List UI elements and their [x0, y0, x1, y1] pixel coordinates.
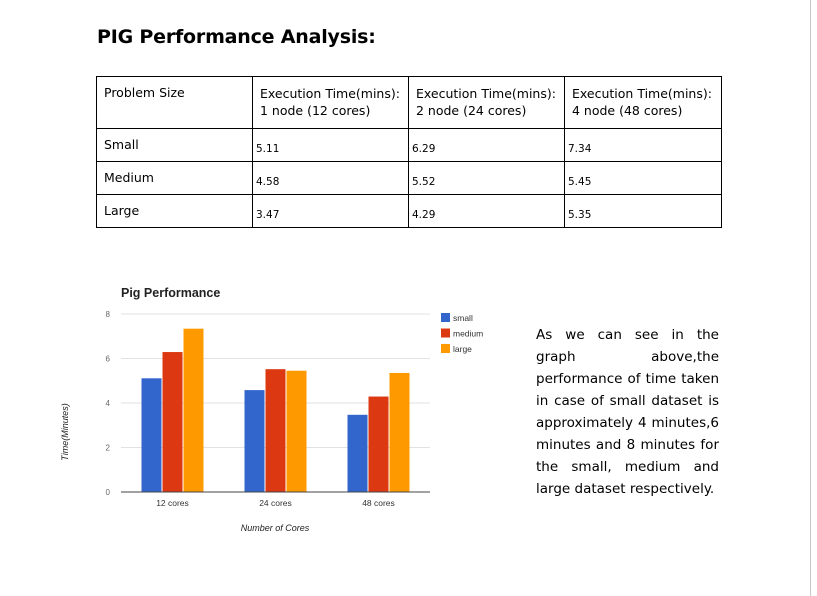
- bar-large-12-cores: [183, 328, 204, 492]
- bar-large-24-cores: [286, 370, 307, 492]
- row-label-medium: Medium: [96, 161, 253, 195]
- chart-bars: [141, 328, 410, 492]
- bar-medium-12-cores: [162, 352, 183, 492]
- legend-label-large: large: [453, 344, 472, 354]
- y-tick-label: 2: [106, 444, 111, 453]
- pig-performance-chart: Pig Performance 0 2 4 6 8 12 cores 24 cores 48…: [60, 286, 483, 533]
- header-4-node: Execution Time(mins): 4 node (48 cores): [564, 76, 722, 129]
- x-tick-label: 12 cores: [156, 498, 189, 508]
- table-row: Small 5.11 6.29 7.34: [96, 128, 722, 162]
- bar-medium-24-cores: [265, 369, 286, 492]
- cell-small-48-cores: 7.34: [564, 128, 722, 162]
- header-1-node-line1: Execution Time(mins):: [260, 86, 400, 101]
- legend-swatch-large: [441, 344, 450, 353]
- cell-medium-48-cores: 5.45: [564, 161, 722, 195]
- legend-label-medium: medium: [453, 329, 483, 339]
- table-row: Large 3.47 4.29 5.35: [96, 194, 722, 228]
- legend-swatch-medium: [441, 328, 450, 338]
- y-axis-ticks: 0 2 4 6 8: [106, 310, 111, 497]
- x-tick-label: 24 cores: [259, 498, 292, 508]
- x-axis-label: Number of Cores: [241, 523, 310, 533]
- y-axis-label: Time(Minutes): [60, 403, 70, 460]
- header-problem-size: Problem Size: [96, 76, 253, 129]
- x-tick-label: 48 cores: [362, 498, 395, 508]
- row-label-large: Large: [96, 194, 253, 228]
- row-label-small: Small: [96, 128, 253, 162]
- cell-small-24-cores: 6.29: [408, 128, 565, 162]
- header-2-node-line2: 2 node (24 cores): [416, 103, 527, 118]
- cell-large-48-cores: 5.35: [564, 194, 722, 228]
- header-4-node-line1: Execution Time(mins):: [572, 86, 712, 101]
- y-tick-label: 0: [106, 488, 111, 497]
- bar-small-48-cores: [347, 414, 368, 492]
- bar-small-24-cores: [244, 390, 265, 492]
- y-tick-label: 6: [106, 355, 111, 364]
- y-tick-label: 8: [106, 310, 111, 319]
- cell-medium-12-cores: 4.58: [252, 161, 409, 195]
- legend-label-small: small: [453, 313, 473, 323]
- x-axis-ticks: 12 cores 24 cores 48 cores: [156, 498, 395, 508]
- cell-large-12-cores: 3.47: [252, 194, 409, 228]
- legend-swatch-small: [441, 313, 450, 322]
- header-1-node: Execution Time(mins): 1 node (12 cores): [252, 76, 409, 129]
- cell-large-24-cores: 4.29: [408, 194, 565, 228]
- page-edge-line: [810, 0, 811, 596]
- cell-small-12-cores: 5.11: [252, 128, 409, 162]
- page-title: PIG Performance Analysis:: [97, 26, 376, 48]
- cell-medium-24-cores: 5.52: [408, 161, 565, 195]
- bar-small-12-cores: [141, 378, 162, 492]
- table-header-row: Problem Size Execution Time(mins): 1 nod…: [96, 76, 722, 129]
- performance-table: Problem Size Execution Time(mins): 1 nod…: [96, 76, 722, 228]
- header-2-node-line1: Execution Time(mins):: [416, 86, 556, 101]
- bar-large-48-cores: [389, 372, 410, 492]
- table-row: Medium 4.58 5.52 5.45: [96, 161, 722, 195]
- analysis-paragraph: As we can see in the graph above,the per…: [536, 327, 719, 497]
- chart-title: Pig Performance: [121, 286, 220, 300]
- header-1-node-line2: 1 node (12 cores): [260, 103, 371, 118]
- bar-medium-48-cores: [368, 396, 389, 492]
- header-2-node: Execution Time(mins): 2 node (24 cores): [408, 76, 565, 129]
- y-tick-label: 4: [106, 399, 111, 408]
- header-4-node-line2: 4 node (48 cores): [572, 103, 683, 118]
- chart-legend: small medium large: [441, 313, 483, 354]
